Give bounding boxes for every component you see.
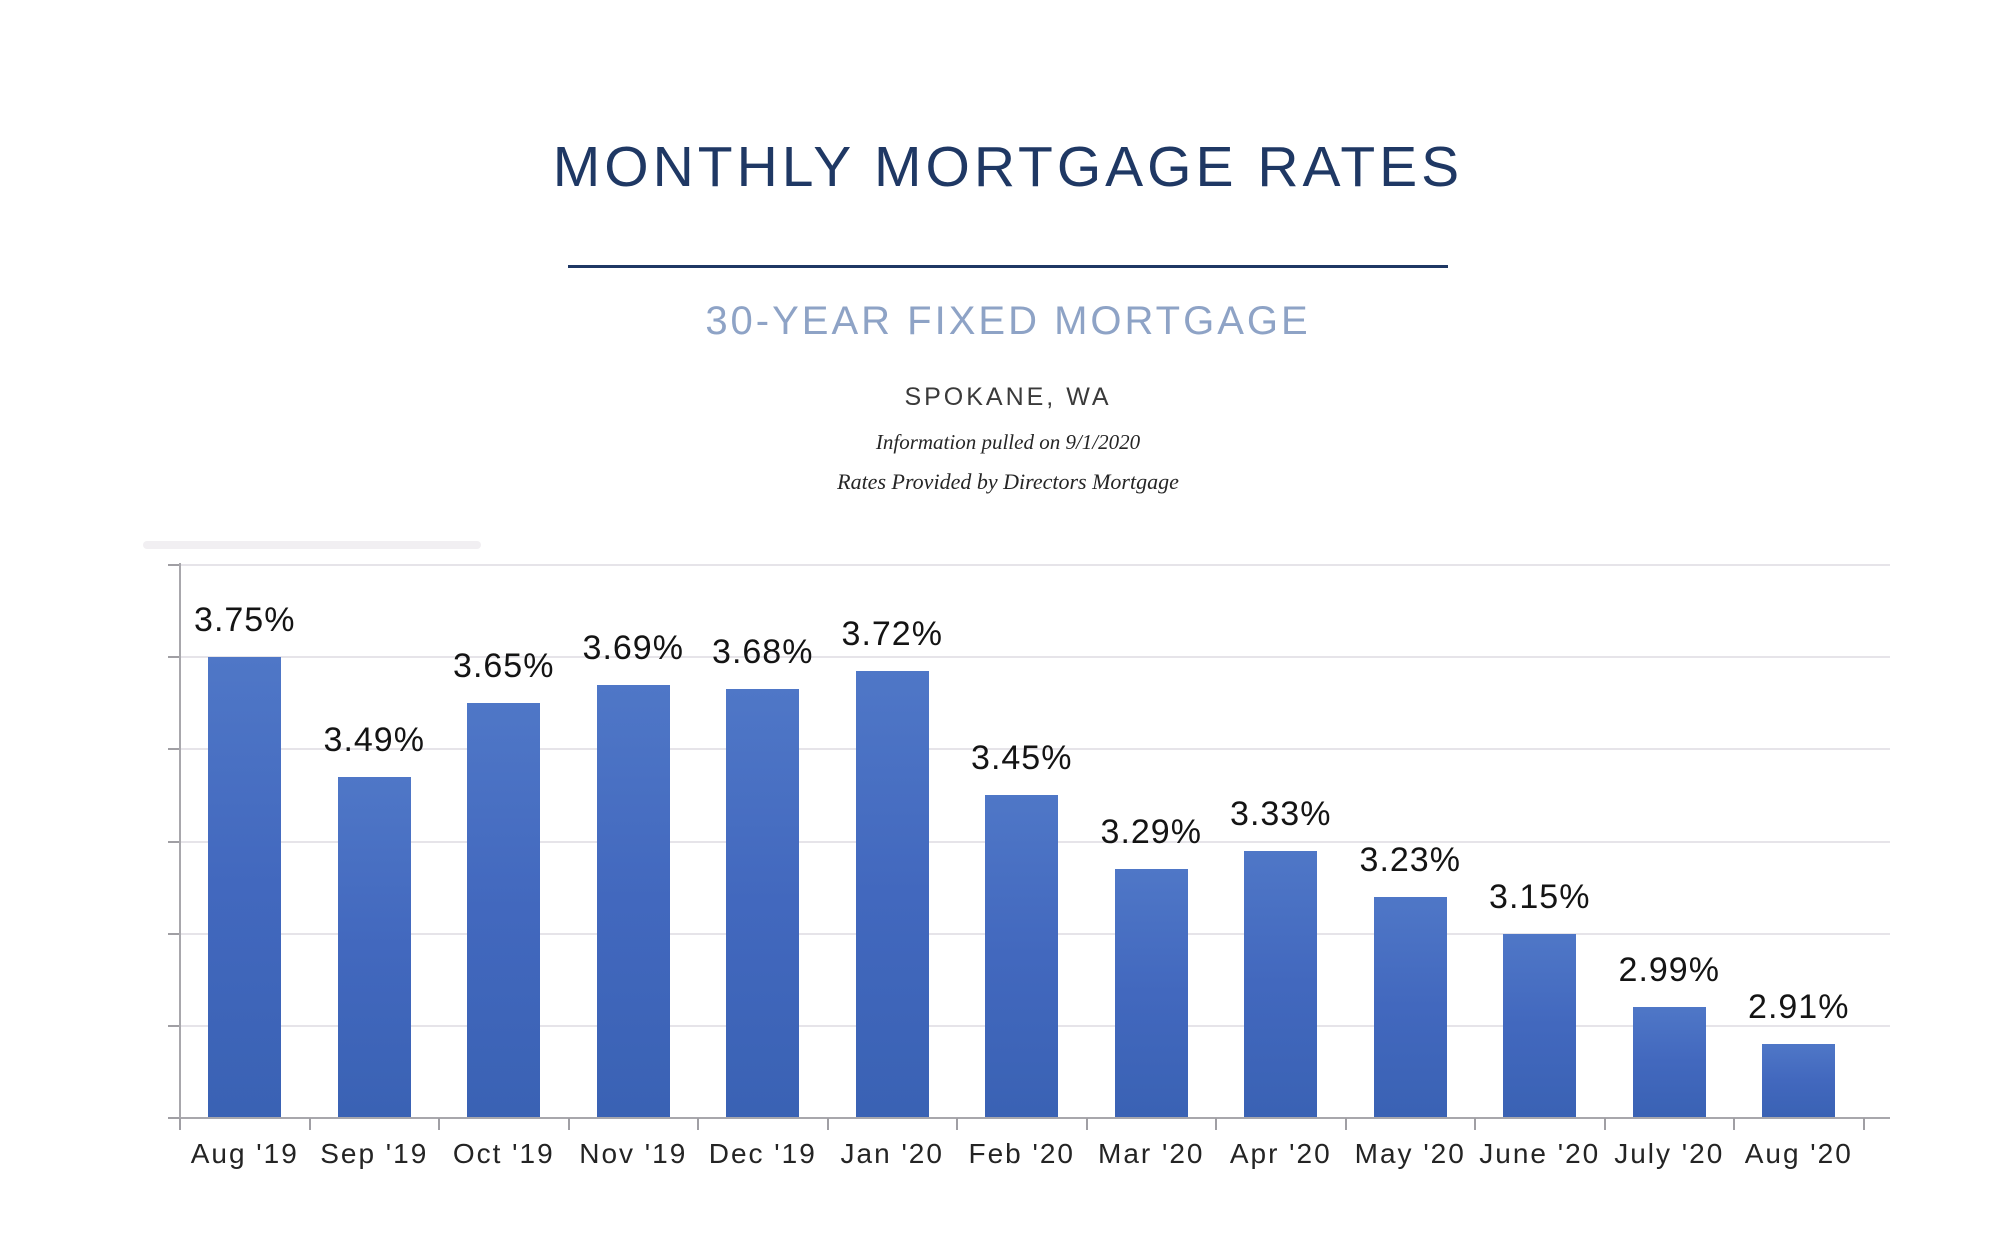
bar bbox=[467, 703, 541, 1117]
x-axis-label: July '20 bbox=[1614, 1138, 1725, 1169]
bar bbox=[1503, 933, 1577, 1117]
gridline bbox=[180, 748, 1890, 751]
chart-subtitle: 30-YEAR FIXED MORTGAGE bbox=[705, 299, 1311, 343]
bar-value-label: 3.72% bbox=[841, 614, 943, 653]
bar-value-label: 3.45% bbox=[971, 739, 1073, 778]
x-axis-tick bbox=[567, 1118, 570, 1130]
x-axis-label: Aug '19 bbox=[190, 1138, 299, 1169]
bar bbox=[596, 684, 670, 1117]
bar-value-label: 3.75% bbox=[194, 601, 296, 640]
bar bbox=[208, 657, 282, 1117]
title-underline bbox=[568, 265, 1448, 268]
y-axis-tick bbox=[168, 1117, 180, 1119]
bar-value-label: 3.33% bbox=[1230, 794, 1332, 833]
rates-provider: Rates Provided by Directors Mortgage bbox=[837, 469, 1179, 494]
x-axis-tick bbox=[697, 1118, 699, 1130]
bar-value-label: 3.65% bbox=[453, 647, 555, 686]
x-axis-tick bbox=[1474, 1118, 1476, 1130]
y-axis-tick bbox=[168, 564, 180, 566]
x-axis-label: Mar '20 bbox=[1098, 1138, 1205, 1169]
info-pulled-date: Information pulled on 9/1/2020 bbox=[875, 430, 1141, 454]
x-axis-label: Oct '19 bbox=[452, 1138, 555, 1169]
y-axis-line bbox=[179, 563, 181, 1130]
x-axis-tick bbox=[1344, 1118, 1347, 1130]
y-axis-tick bbox=[168, 840, 180, 843]
x-axis-tick bbox=[1085, 1118, 1088, 1130]
x-axis-label: May '20 bbox=[1354, 1138, 1466, 1169]
bar bbox=[985, 795, 1059, 1117]
bar-value-label: 3.68% bbox=[712, 633, 814, 672]
y-axis-tick bbox=[168, 932, 180, 935]
x-axis-label: Apr '20 bbox=[1229, 1138, 1332, 1169]
bar bbox=[1762, 1044, 1836, 1117]
x-axis-tick bbox=[1862, 1118, 1865, 1130]
bar bbox=[726, 689, 800, 1117]
bar-value-label: 3.23% bbox=[1359, 840, 1461, 879]
x-axis-tick bbox=[826, 1118, 829, 1130]
x-axis-tick bbox=[1603, 1118, 1606, 1130]
x-axis-label: Nov '19 bbox=[579, 1138, 688, 1169]
bar-value-label: 2.99% bbox=[1618, 951, 1720, 990]
bar-value-label: 2.91% bbox=[1748, 988, 1850, 1027]
bar bbox=[1244, 850, 1318, 1117]
bar-value-label: 3.29% bbox=[1100, 813, 1202, 852]
bar bbox=[337, 776, 411, 1117]
chart-location: SPOKANE, WA bbox=[904, 383, 1112, 411]
y-axis-tick bbox=[168, 1024, 180, 1027]
x-axis-label: Dec '19 bbox=[708, 1138, 817, 1169]
bar bbox=[1373, 896, 1447, 1117]
x-axis-tick bbox=[179, 1118, 181, 1130]
x-axis-label: Sep '19 bbox=[320, 1138, 429, 1169]
bar-value-label: 3.69% bbox=[582, 628, 684, 667]
x-axis-line bbox=[180, 1117, 1890, 1119]
x-axis-label: Jan '20 bbox=[840, 1138, 944, 1169]
x-axis-label: Feb '20 bbox=[968, 1138, 1076, 1169]
page-title: MONTHLY MORTGAGE RATES bbox=[552, 135, 1464, 199]
gridline bbox=[180, 564, 1890, 566]
x-axis-tick bbox=[308, 1118, 311, 1130]
bar-value-label: 3.49% bbox=[323, 720, 425, 759]
x-axis-label: Aug '20 bbox=[1744, 1138, 1853, 1169]
x-axis-tick bbox=[438, 1118, 440, 1130]
x-axis-tick bbox=[956, 1118, 958, 1130]
y-axis-tick bbox=[168, 748, 180, 751]
gridline bbox=[180, 656, 1890, 659]
bar bbox=[1632, 1007, 1706, 1117]
background-artifact-strip bbox=[143, 541, 481, 549]
bar bbox=[1114, 869, 1188, 1117]
bar-value-label: 3.15% bbox=[1489, 877, 1591, 916]
bar bbox=[855, 670, 929, 1117]
x-axis-tick bbox=[1733, 1118, 1735, 1130]
y-axis-tick bbox=[168, 656, 180, 659]
x-axis-label: June '20 bbox=[1479, 1138, 1601, 1169]
x-axis-tick bbox=[1215, 1118, 1217, 1130]
